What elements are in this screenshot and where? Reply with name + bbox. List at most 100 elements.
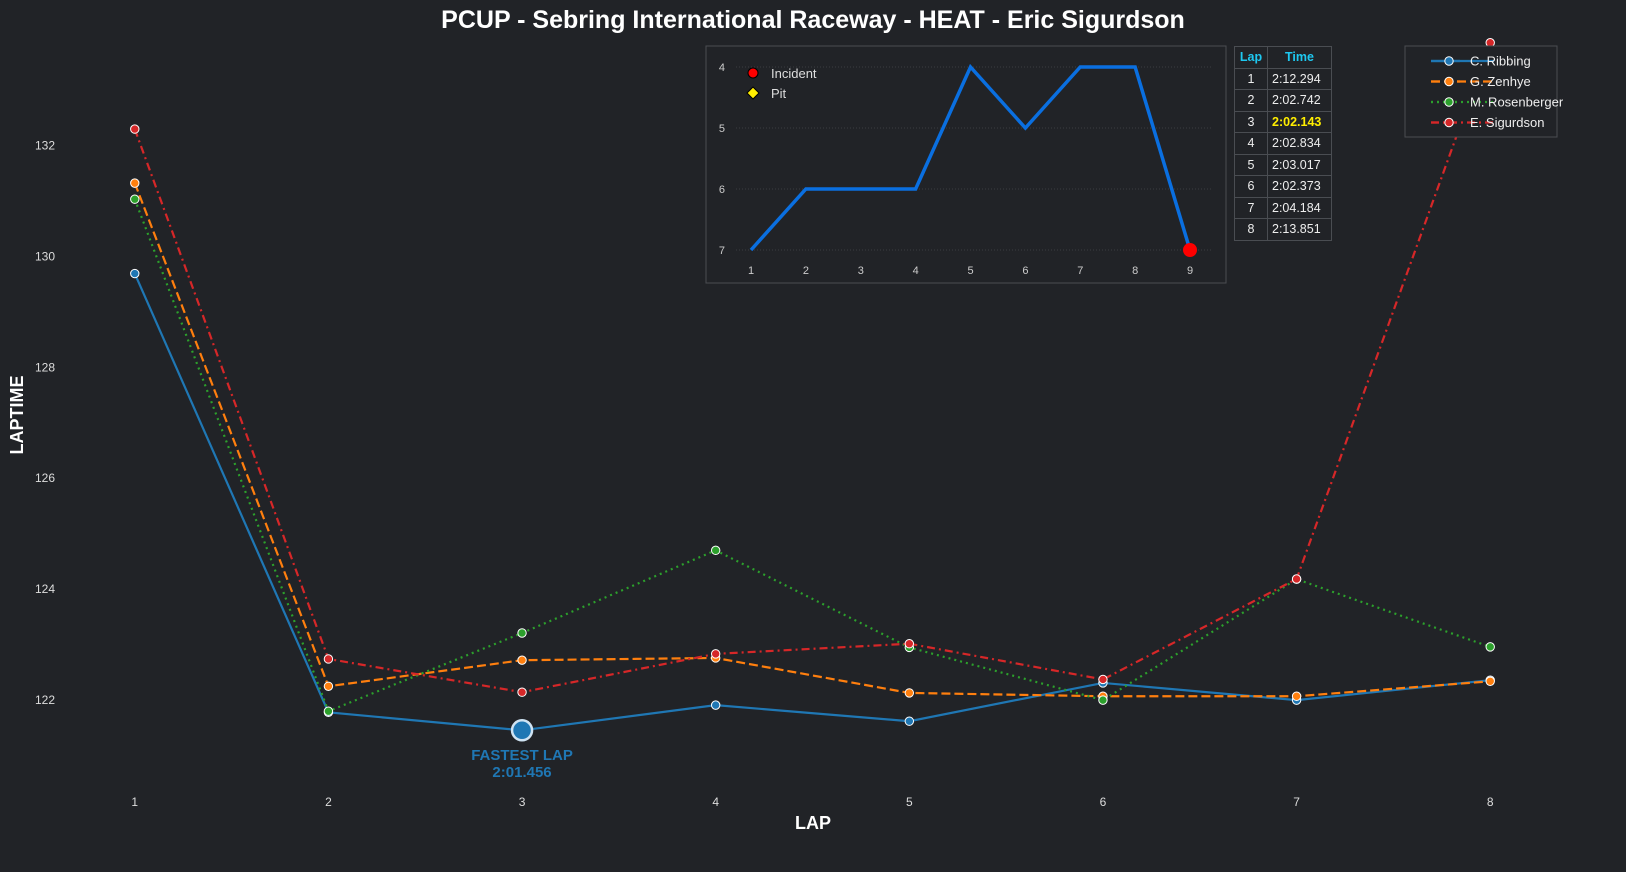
table-header-time: Time bbox=[1267, 46, 1332, 69]
data-point bbox=[1098, 674, 1108, 685]
lap-number-cell: 5 bbox=[1234, 153, 1268, 176]
lap-number-cell: 7 bbox=[1234, 196, 1268, 219]
inset-x-tick-label: 7 bbox=[1077, 265, 1083, 277]
position-inset-chart: 4 5 6 7 1 2 3 4 5 6 7 8 9 Incident Pit bbox=[705, 45, 1227, 284]
legend-marker bbox=[1444, 76, 1454, 87]
lap-number-cell: 4 bbox=[1234, 132, 1268, 155]
lap-time-cell: 2:02.742 bbox=[1267, 89, 1332, 112]
position-line bbox=[749, 63, 1192, 252]
y-tick-label: 124 bbox=[35, 582, 55, 596]
series-line bbox=[133, 198, 1491, 713]
data-point bbox=[517, 687, 527, 697]
data-point bbox=[517, 628, 527, 638]
inset-x-tick-label: 2 bbox=[803, 265, 809, 277]
x-tick-label: 5 bbox=[906, 795, 913, 809]
inset-x-tick-label: 6 bbox=[1022, 265, 1028, 277]
data-point bbox=[1485, 642, 1495, 652]
table-row: 1 2:12.294 bbox=[1234, 67, 1332, 90]
table-row: 3 2:02.143 bbox=[1234, 110, 1332, 133]
y-tick-label: 128 bbox=[35, 360, 55, 374]
x-axis-label: LAP bbox=[795, 813, 831, 833]
table-row: 4 2:02.834 bbox=[1234, 132, 1332, 155]
incident-marker bbox=[1183, 243, 1197, 257]
data-point bbox=[904, 716, 915, 726]
lap-number-cell: 6 bbox=[1234, 175, 1268, 198]
data-point bbox=[710, 649, 721, 659]
inset-frame bbox=[705, 45, 1227, 284]
table-row: 7 2:04.184 bbox=[1234, 196, 1332, 219]
table-row: 6 2:02.373 bbox=[1234, 175, 1332, 198]
legend-label: C. Ribbing bbox=[1470, 54, 1531, 69]
legend-label: E. Sigurdson bbox=[1470, 115, 1544, 130]
x-tick-label: 3 bbox=[519, 795, 526, 809]
x-tick-label: 7 bbox=[1293, 795, 1300, 809]
lap-number-cell: 1 bbox=[1234, 67, 1268, 90]
inset-y-tick-label: 5 bbox=[719, 123, 725, 135]
x-tick-label: 8 bbox=[1487, 795, 1494, 809]
data-point bbox=[710, 545, 721, 556]
lap-number-cell: 2 bbox=[1234, 89, 1268, 112]
incident-legend-icon bbox=[747, 67, 759, 79]
y-tick-label: 130 bbox=[35, 249, 55, 263]
inset-y-tick-label: 6 bbox=[719, 184, 725, 196]
data-point bbox=[323, 654, 334, 664]
inset-x-tick-label: 9 bbox=[1187, 265, 1193, 277]
fastest-lap-label: FASTEST LAP bbox=[471, 747, 573, 764]
data-point bbox=[130, 194, 140, 204]
table-row: 5 2:03.017 bbox=[1234, 153, 1332, 176]
lap-time-cell: 2:02.373 bbox=[1267, 175, 1332, 198]
data-point bbox=[1098, 695, 1108, 705]
legend-marker bbox=[1444, 97, 1454, 107]
series-line bbox=[133, 42, 1492, 694]
lap-time-cell: 2:13.851 bbox=[1267, 218, 1332, 241]
inset-legend-label: Incident bbox=[771, 66, 817, 81]
fastest-lap-marker bbox=[510, 719, 534, 742]
inset-x-tick-label: 5 bbox=[967, 265, 973, 277]
inset-x-tick-label: 3 bbox=[858, 265, 864, 277]
y-tick-label: 126 bbox=[35, 471, 55, 485]
y-tick-label: 132 bbox=[35, 138, 55, 152]
y-tick-label: 122 bbox=[35, 693, 55, 707]
chart-title: PCUP - Sebring International Raceway - H… bbox=[441, 6, 1185, 34]
inset-legend-label: Pit bbox=[771, 86, 787, 101]
data-point bbox=[130, 268, 140, 279]
x-tick-label: 1 bbox=[131, 795, 138, 809]
pit-legend-icon bbox=[746, 86, 760, 100]
lap-times-table: Lap Time 1 2:12.294 2 2:02.742 3 2:02.143 4 2:0… bbox=[1234, 46, 1332, 241]
inset-y-tick-label: 7 bbox=[719, 245, 725, 257]
table-row: 2 2:02.742 bbox=[1234, 89, 1332, 112]
lap-time-cell: 2:12.294 bbox=[1267, 67, 1332, 90]
data-point bbox=[1291, 574, 1302, 584]
x-tick-label: 6 bbox=[1100, 795, 1107, 809]
inset-y-tick-label: 4 bbox=[719, 62, 725, 74]
lap-number-cell: 8 bbox=[1234, 218, 1268, 241]
data-point bbox=[1485, 676, 1495, 686]
data-point bbox=[323, 681, 334, 691]
lap-number-cell: 3 bbox=[1234, 110, 1268, 133]
table-header-lap: Lap bbox=[1234, 46, 1268, 69]
lap-time-cell: 2:02.143 bbox=[1267, 110, 1332, 133]
legend-marker bbox=[1444, 117, 1454, 128]
table-row: 8 2:13.851 bbox=[1234, 218, 1332, 241]
legend-label: G. Zenhye bbox=[1470, 74, 1531, 89]
legend-label: M. Rosenberger bbox=[1470, 95, 1564, 110]
series-line bbox=[133, 273, 1491, 732]
x-tick-label: 2 bbox=[325, 795, 332, 809]
fastest-lap-time: 2:01.456 bbox=[492, 764, 551, 781]
series-c-ribbing bbox=[130, 268, 1495, 736]
inset-x-tick-label: 1 bbox=[748, 265, 754, 277]
lap-time-cell: 2:03.017 bbox=[1267, 153, 1332, 176]
data-point bbox=[710, 700, 721, 710]
lap-time-cell: 2:04.184 bbox=[1267, 196, 1332, 219]
lap-time-cell: 2:02.834 bbox=[1267, 132, 1332, 155]
legend: C. Ribbing G. Zenhye M. Rosenberger E. Sigu… bbox=[1404, 45, 1564, 138]
y-axis-label: LAPTIME bbox=[7, 376, 27, 455]
data-point bbox=[323, 706, 334, 716]
data-point bbox=[904, 688, 915, 698]
inset-x-tick-label: 4 bbox=[913, 265, 919, 277]
data-point bbox=[517, 655, 527, 665]
x-tick-label: 4 bbox=[712, 795, 719, 809]
legend-marker bbox=[1444, 56, 1454, 66]
